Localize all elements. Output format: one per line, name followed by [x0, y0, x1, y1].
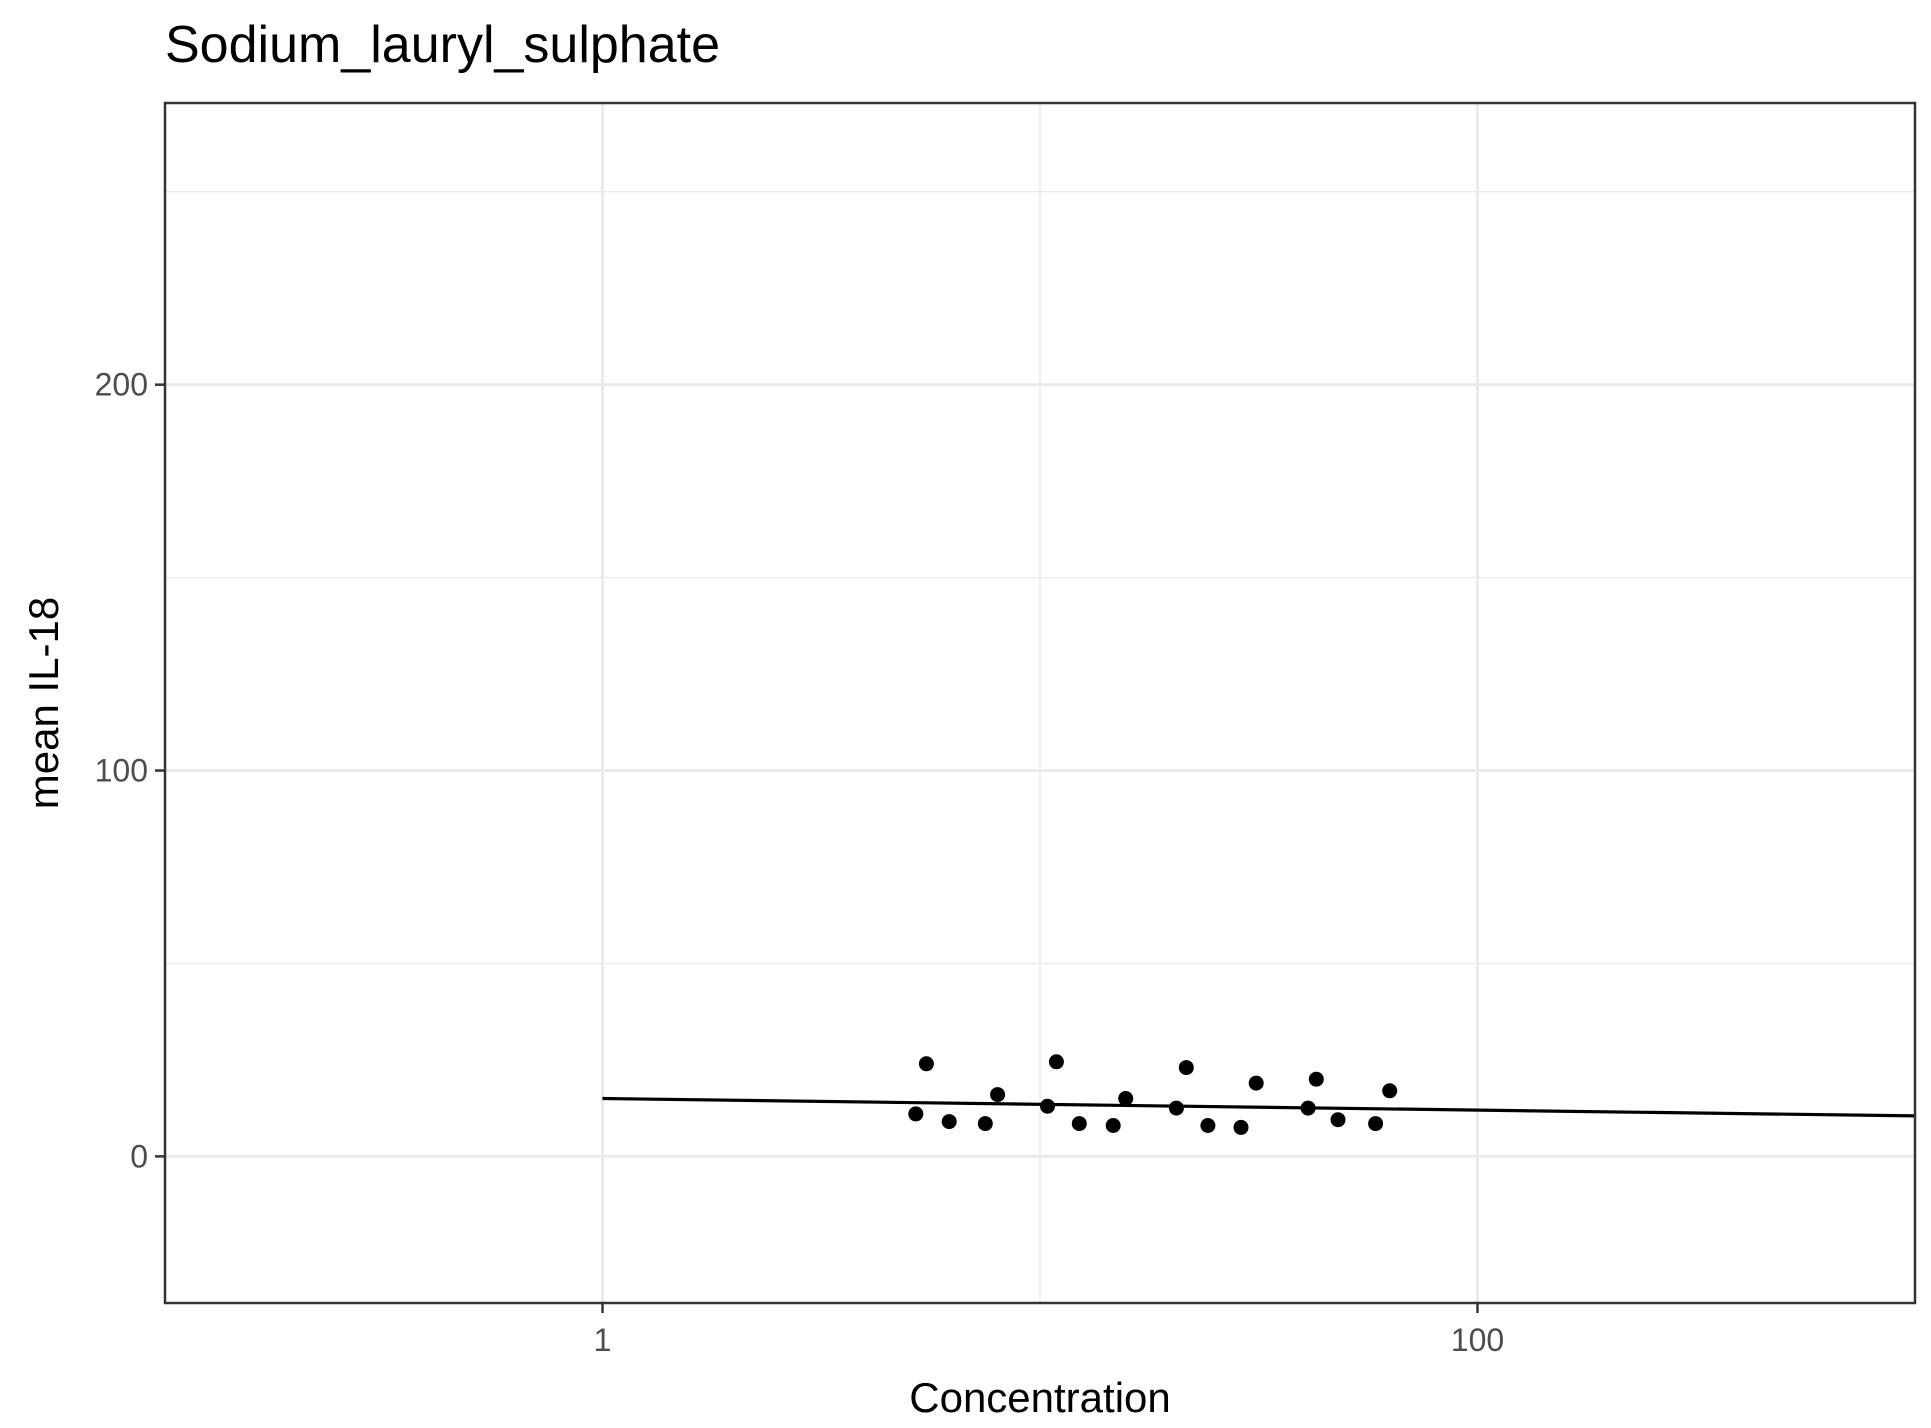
data-point — [990, 1087, 1006, 1103]
data-point — [1248, 1075, 1264, 1091]
chart-title: Sodium_lauryl_sulphate — [165, 16, 720, 74]
x-tick-label: 100 — [1451, 1322, 1504, 1358]
data-point — [1300, 1100, 1316, 1116]
data-point — [1233, 1119, 1249, 1135]
y-axis-title: mean IL-18 — [20, 597, 67, 809]
data-point — [1040, 1098, 1055, 1114]
y-tick-label: 0 — [130, 1138, 148, 1174]
y-tick-label: 100 — [95, 753, 148, 789]
x-tick-label: 1 — [594, 1322, 612, 1358]
data-point — [1178, 1060, 1194, 1076]
x-axis-title: Concentration — [909, 1374, 1171, 1421]
fit-line — [602, 1096, 1916, 1118]
fit-line-layer — [602, 1096, 1916, 1118]
data-point — [1382, 1083, 1398, 1099]
y-tick-label: 200 — [95, 367, 148, 403]
data-point — [1368, 1116, 1384, 1132]
data-point — [1118, 1091, 1134, 1106]
data-point — [1071, 1116, 1087, 1132]
points-layer — [908, 1054, 1398, 1135]
data-point — [1330, 1112, 1346, 1128]
data-point — [1308, 1071, 1324, 1087]
data-point — [1200, 1118, 1216, 1133]
panel-border — [163, 101, 1917, 1305]
data-point — [941, 1114, 957, 1130]
data-point — [918, 1056, 934, 1072]
data-point — [1048, 1054, 1064, 1070]
data-point — [1168, 1100, 1184, 1116]
ticks: 1 100 0 100 200 — [95, 367, 1505, 1358]
data-point — [908, 1106, 924, 1122]
data-point — [1105, 1118, 1121, 1133]
data-point — [977, 1116, 993, 1132]
